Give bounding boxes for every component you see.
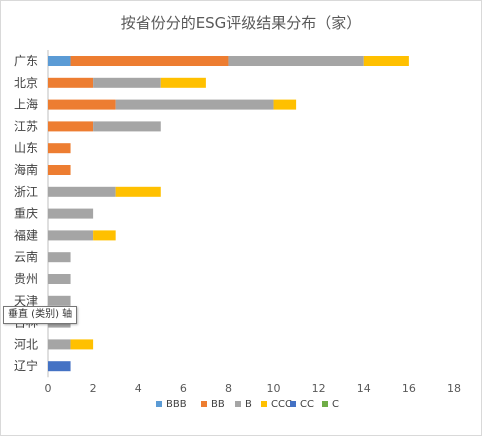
bar-segment[interactable]	[93, 77, 161, 88]
category-label: 贵州	[14, 272, 38, 286]
category-label: 天津	[14, 294, 38, 308]
bar-segment[interactable]	[48, 252, 71, 263]
bar-segment[interactable]	[48, 230, 94, 241]
legend-label: CC	[300, 399, 314, 410]
x-tick-label: 4	[135, 382, 142, 395]
bar-segment[interactable]	[48, 339, 71, 350]
legend-label: C	[332, 399, 339, 410]
bar-segment[interactable]	[160, 77, 206, 88]
bar-segment[interactable]	[93, 121, 161, 132]
x-tick-label: 10	[267, 382, 281, 395]
legend-label: BB	[211, 399, 225, 410]
legend-swatch	[322, 401, 328, 407]
legend-label: BBB	[166, 399, 187, 410]
legend-swatch	[201, 401, 207, 407]
bar-segment[interactable]	[228, 56, 364, 66]
bar-segment[interactable]	[48, 274, 71, 284]
x-tick-label: 0	[45, 382, 52, 395]
x-tick-label: 6	[180, 382, 187, 395]
bar-segment[interactable]	[115, 186, 161, 197]
category-label: 上海	[14, 97, 38, 112]
bar-segment[interactable]	[48, 186, 116, 197]
x-tick-label: 16	[402, 382, 416, 395]
bar-segment[interactable]	[70, 339, 94, 350]
bar-segment[interactable]	[93, 230, 116, 241]
y-axis-categories: 广东北京上海江苏山东海南浙江重庆福建云南贵州天津吉林河北辽宁	[14, 54, 38, 373]
bar-segment[interactable]	[48, 165, 71, 175]
category-label: 海南	[14, 162, 38, 177]
bar-segment[interactable]	[115, 99, 274, 110]
bar-segment[interactable]	[48, 208, 94, 219]
legend-label: CCC	[271, 399, 292, 410]
category-label: 河北	[14, 337, 38, 351]
category-label: 广东	[14, 54, 38, 68]
category-label: 福建	[14, 227, 38, 242]
bar-segment[interactable]	[70, 56, 229, 66]
legend-label: B	[245, 399, 252, 410]
plot-area	[47, 50, 409, 378]
category-label: 云南	[14, 249, 38, 264]
x-tick-label: 8	[225, 382, 232, 395]
chart-title: 按省份分的ESG评级结果分布（家）	[120, 14, 362, 32]
legend-swatch	[261, 401, 267, 407]
category-label: 重庆	[14, 207, 38, 221]
x-axis-ticks: 0 2 4 6 8 10 12 14 16 18	[45, 382, 462, 395]
bar-segment[interactable]	[48, 121, 94, 132]
x-tick-label: 12	[312, 382, 326, 395]
x-tick-label: 18	[447, 382, 461, 395]
x-tick-label: 2	[90, 382, 97, 395]
bar-segment[interactable]	[363, 56, 409, 66]
axis-tooltip: 垂直 (类别) 轴	[3, 306, 78, 324]
bar-segment[interactable]	[48, 361, 71, 372]
legend-swatch	[290, 401, 296, 407]
category-label: 江苏	[14, 119, 38, 133]
legend-swatch	[235, 401, 241, 407]
legend-swatch	[156, 401, 162, 407]
bar-segment[interactable]	[48, 143, 71, 154]
x-tick-label: 14	[357, 382, 371, 395]
category-label: 北京	[14, 76, 38, 90]
bar-segment[interactable]	[48, 295, 71, 306]
bar-segment[interactable]	[48, 77, 94, 88]
category-label: 浙江	[14, 185, 38, 199]
bar-segment[interactable]	[48, 99, 116, 110]
legend: BBB BB B CCC CC C	[156, 399, 339, 410]
bar-segment[interactable]	[48, 56, 71, 66]
category-label: 山东	[14, 141, 38, 155]
bar-segment[interactable]	[273, 99, 297, 110]
category-label: 辽宁	[14, 358, 38, 373]
